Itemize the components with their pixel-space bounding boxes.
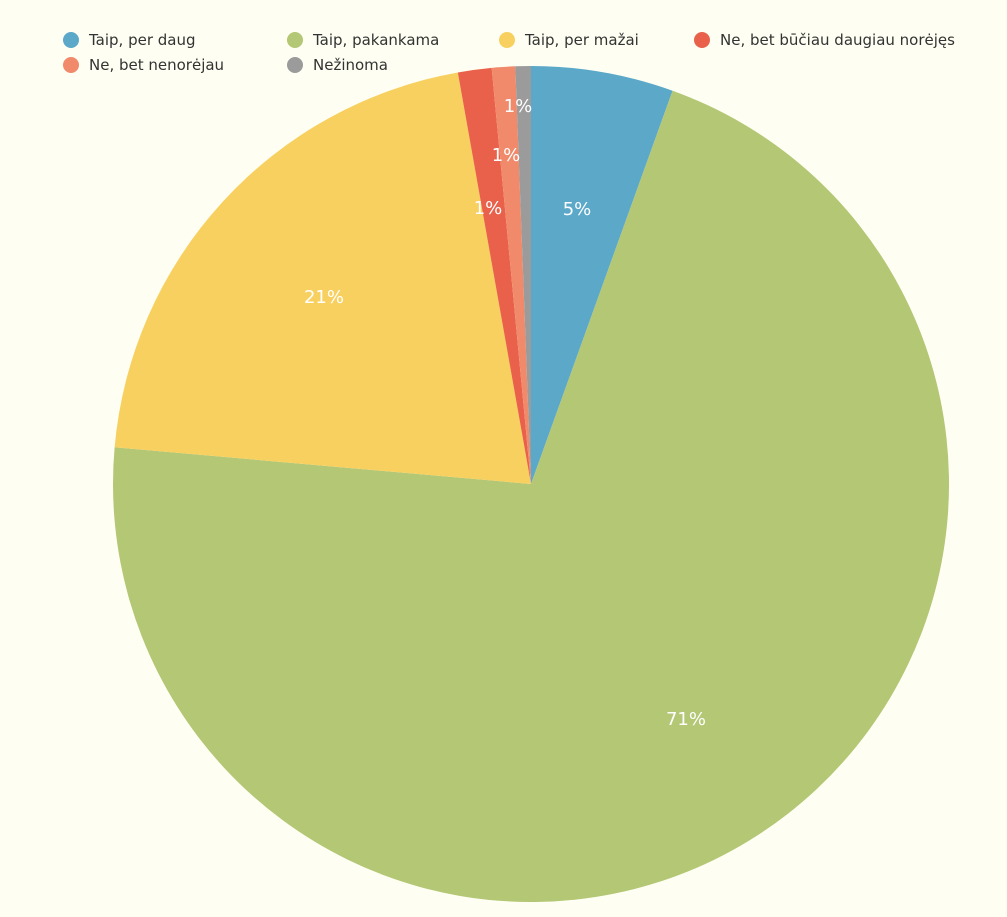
slice-value-label: 1%: [504, 96, 533, 117]
legend-swatch: [287, 32, 303, 48]
legend-swatch: [287, 57, 303, 73]
slice-value-label: 1%: [492, 145, 521, 166]
pie-slice: [491, 66, 531, 485]
legend-label: Taip, per mažai: [525, 31, 639, 49]
legend-item-taip-pakankama: Taip, pakankama: [287, 30, 439, 50]
slice-value-label: 1%: [474, 198, 503, 219]
legend-label: Nežinoma: [313, 56, 388, 74]
legend-item-taip-per-mazai: Taip, per mažai: [499, 30, 639, 50]
legend-item-nezinoma: Nežinoma: [287, 55, 388, 75]
legend-item-ne-bet-nenorejau: Ne, bet nenorėjau: [63, 55, 224, 75]
legend-label: Taip, per daug: [89, 31, 196, 49]
pie-slice: [457, 67, 531, 485]
legend-swatch: [63, 32, 79, 48]
slice-value-label: 21%: [304, 287, 344, 308]
legend-label: Ne, bet būčiau daugiau norėjęs: [720, 31, 955, 49]
slice-value-label: 5%: [563, 199, 592, 220]
pie-slice: [114, 72, 532, 484]
legend-swatch: [63, 57, 79, 73]
pie-slice: [531, 66, 673, 484]
slice-value-label: 71%: [666, 709, 706, 730]
legend-swatch: [499, 32, 515, 48]
pie-slice: [515, 66, 531, 484]
legend: Taip, per daug Taip, pakankama Taip, per…: [0, 0, 1007, 80]
legend-item-ne-bet-buciau: Ne, bet būčiau daugiau norėjęs: [694, 30, 955, 50]
pie-slice: [113, 90, 950, 903]
legend-swatch: [694, 32, 710, 48]
legend-item-taip-per-daug: Taip, per daug: [63, 30, 196, 50]
legend-label: Taip, pakankama: [313, 31, 440, 49]
legend-label: Ne, bet nenorėjau: [89, 56, 225, 74]
